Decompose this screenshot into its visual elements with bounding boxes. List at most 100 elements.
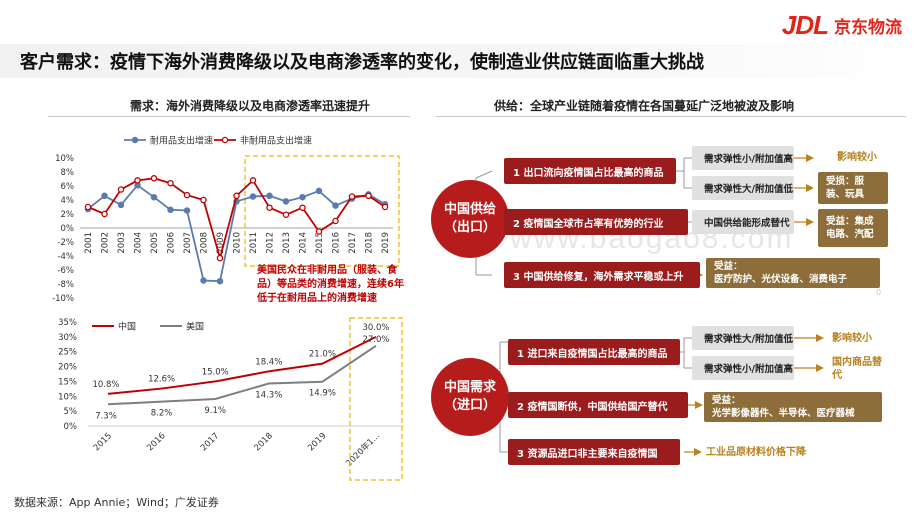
data-point: [332, 217, 339, 225]
benefit-3-title: 受益：: [714, 261, 743, 272]
consumption-growth-chart: 10% 8% 6% 4% 2% 0% -2% -4% -6% -8% -10% 2001 2002 200…: [52, 135, 400, 304]
watermark-vertical: 0: [876, 288, 882, 297]
data-point: [249, 193, 257, 200]
logo-mark: JDL: [781, 10, 829, 40]
demand-benefit-title: 受益：: [712, 395, 741, 406]
right-panel-subtitle: 供给：全球产业链随着疫情在各国蔓延广泛地被波及影响: [494, 99, 795, 113]
supply-sub-box-3: 中国供给能形成替代: [692, 210, 794, 234]
data-point: [167, 179, 174, 187]
y-tick-label: 5%: [64, 407, 78, 417]
y-tick-label: -8%: [57, 280, 74, 290]
demand-outcome-3: 工业品原材料价格下降: [706, 447, 806, 458]
supply-sub-box-2: 需求弹性大/附加值低: [692, 176, 794, 200]
x-tick-label: 2008: [200, 232, 210, 254]
x-tick-label: 2015: [315, 232, 325, 254]
data-label: 8.2%: [151, 409, 173, 419]
x-tick-label: 2016: [332, 232, 342, 254]
circle-line-1: 中国供给: [443, 202, 496, 217]
y-tick-label: 8%: [61, 168, 75, 178]
data-label: 7.3%: [95, 411, 117, 421]
data-point: [134, 177, 141, 184]
data-point: [315, 187, 323, 195]
highlight-box: [244, 155, 400, 267]
data-point: [332, 202, 339, 209]
demand-outcome-2: 国内商品替代: [832, 357, 882, 381]
y-tick-label: -4%: [57, 252, 74, 262]
y-tick-label: -10%: [52, 294, 74, 304]
x-tick-label: 2010: [233, 232, 243, 254]
left-divider: [48, 116, 410, 117]
data-point: [200, 196, 207, 204]
series-line: [107, 335, 377, 395]
data-point: [233, 192, 240, 200]
data-point: [266, 192, 273, 200]
supply-item-2: 2 疫情国全球市占率有优势的行业: [504, 209, 688, 235]
data-label: 15.0%: [202, 367, 229, 377]
data-label: 10.8%: [92, 380, 119, 390]
supply-benefit-1: 受损：服装、玩具: [818, 172, 888, 204]
data-point: [150, 175, 158, 182]
demand-item-3: 3 资源品进口非主要来自疫情国: [508, 439, 680, 465]
data-point: [117, 201, 125, 209]
data-point: [282, 198, 290, 205]
x-tick-label: 2003: [117, 232, 127, 254]
data-point: [101, 192, 108, 200]
logo-text: 京东物流: [834, 18, 902, 38]
series-line: [107, 344, 377, 406]
x-tick-label: 2019: [306, 431, 328, 453]
y-tick-label: -2%: [57, 238, 74, 248]
data-point: [216, 254, 224, 262]
x-tick-label: 2007: [183, 232, 193, 254]
demand-outcome-1: 影响较小: [832, 333, 872, 344]
supply-item-1: 1 出口流向疫情国占比最高的商品: [504, 158, 676, 184]
left-panel-subtitle: 需求：海外消费降级以及电商渗透率迅速提升: [130, 99, 371, 113]
supply-benefit-3: 受益： 医疗防护、光伏设备、消费电子: [706, 258, 880, 288]
x-tick-label: 2018: [365, 232, 375, 254]
demand-benefit-body: 光学影像器件、半导体、医疗器械: [712, 408, 855, 419]
right-divider: [436, 116, 906, 117]
x-tick-label: 2004: [134, 232, 144, 254]
demand-sub-box-2: 需求弹性小/附加值高: [692, 356, 794, 380]
china-supply-circle: 中国供给 （出口）: [431, 180, 509, 258]
circle-line-2: （进口）: [443, 398, 496, 413]
demand-item-2: 2 疫情国断供，中国供给国产替代: [508, 392, 688, 418]
data-label: 14.3%: [255, 391, 282, 401]
data-point: [167, 206, 174, 214]
benefit-3-body: 医疗防护、光伏设备、消费电子: [714, 274, 848, 285]
demand-sub-box-1: 需求弹性大/附加值低: [692, 326, 794, 350]
legend-label: 非耐用品支出增速: [240, 135, 312, 147]
data-point: [200, 277, 207, 284]
x-tick-label: 2019: [381, 232, 391, 254]
y-tick-label: 0%: [64, 422, 78, 432]
data-point: [183, 191, 191, 199]
ecommerce-penetration-chart: 35% 30% 25% 20% 15% 10% 5% 0% 2015 2016 2017 2018 20…: [58, 317, 404, 481]
y-tick-label: 6%: [61, 182, 75, 192]
data-point: [299, 193, 306, 201]
y-tick-label: 10%: [55, 154, 74, 164]
data-point: [249, 177, 257, 184]
data-point: [299, 204, 306, 211]
callout-text: 美国民众在非耐用品（服装、食品）等品类的消费增速，连续6年低于在耐用品上的消费增…: [257, 265, 404, 304]
circle-line-2: （出口）: [443, 220, 496, 235]
legend-label: 美国: [186, 321, 204, 333]
y-tick-label: 25%: [58, 348, 77, 358]
x-tick-label: 2009: [216, 232, 226, 254]
demand-benefit: 受益： 光学影像器件、半导体、医疗器械: [704, 392, 882, 422]
data-label: 21.0%: [309, 350, 336, 360]
x-tick-label: 2017: [348, 232, 358, 254]
data-label: 14.9%: [309, 389, 336, 399]
legend-marker: [131, 136, 139, 144]
x-tick-label: 2006: [167, 232, 177, 254]
y-tick-label: 20%: [58, 363, 77, 373]
data-label: 30.0%: [362, 323, 389, 333]
data-point: [365, 192, 372, 200]
demand-item-1: 1 进口来自疫情国占比最高的商品: [508, 339, 680, 365]
y-tick-label: 15%: [58, 377, 77, 387]
data-source: 数据来源：App Annie；Wind；广发证券: [14, 496, 219, 509]
x-tick-label: 2014: [299, 232, 309, 254]
charts-svg: 10% 8% 6% 4% 2% 0% -2% -4% -6% -8% -10% 2001 2002 200…: [52, 135, 404, 481]
title-bar: 客户需求：疫情下海外消费降级以及电商渗透率的变化，使制造业供应链面临重大挑战: [0, 44, 920, 78]
y-tick-label: 4%: [61, 196, 75, 206]
x-tick-label: 2013: [282, 232, 292, 254]
data-point: [216, 277, 224, 285]
